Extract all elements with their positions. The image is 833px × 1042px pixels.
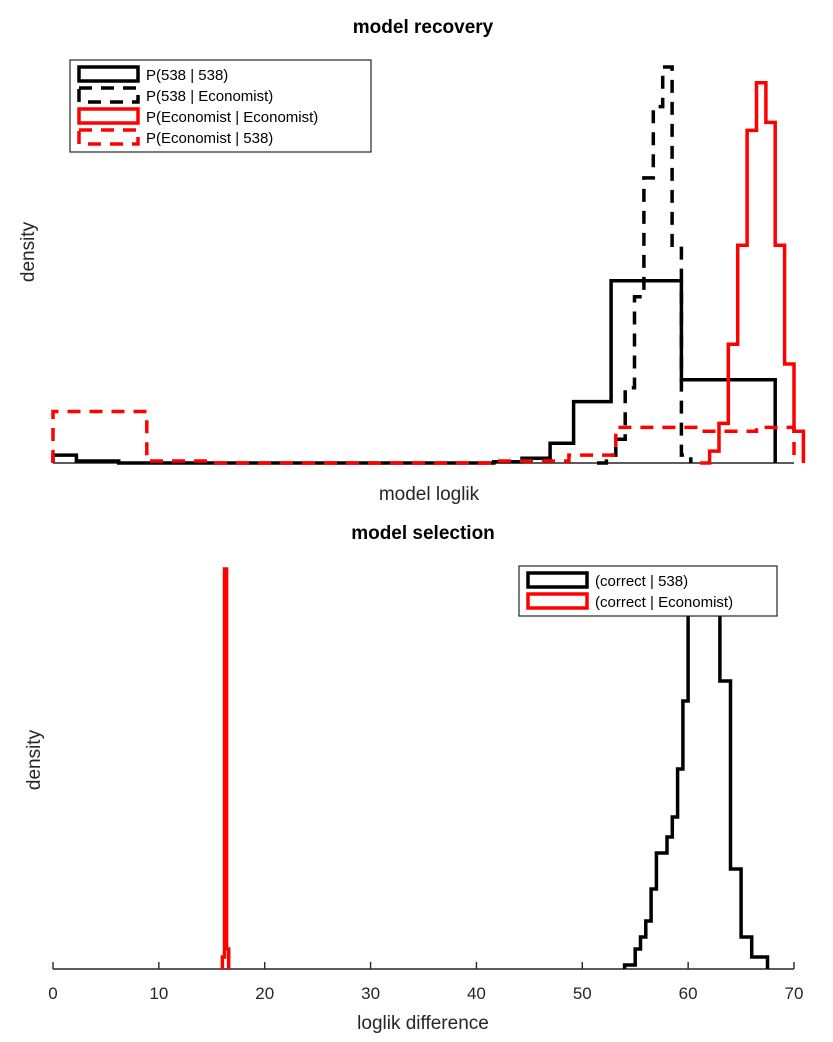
legend-label: P(538 | Economist): [146, 88, 273, 105]
x-tick-label: 20: [255, 984, 274, 1003]
series-correct-economist: [220, 567, 231, 969]
x-tick-label: 30: [361, 984, 380, 1003]
panel-model-selection: model selection loglik difference densit…: [24, 523, 803, 1034]
chart-title: model recovery: [353, 17, 494, 38]
legend-swatch-p-economist-economist: [77, 107, 140, 125]
legend-swatch-p-538-538: [77, 65, 140, 83]
x-tick-label: 70: [785, 984, 804, 1003]
legend-swatch-correct-538: [526, 571, 589, 589]
series-p-538-economist: [597, 65, 693, 465]
y-axis-label: density: [18, 221, 39, 282]
series-p-economist-538: [51, 409, 796, 465]
legend-label: P(Economist | Economist): [146, 109, 318, 126]
x-axis-label: model loglik: [379, 484, 480, 505]
legend-label: (correct | Economist): [595, 594, 733, 611]
legend-swatch-p-538-economist: [77, 86, 140, 104]
series-p-economist-economist: [700, 81, 806, 465]
legend-swatch-correct-economist: [526, 592, 589, 610]
x-tick-label: 0: [48, 984, 57, 1003]
plot-area: [51, 65, 806, 465]
x-tick-label: 60: [679, 984, 698, 1003]
legend-label: P(538 | 538): [146, 67, 228, 84]
series-correct-538: [622, 579, 770, 969]
panel-model-recovery: model recovery model loglik density P(53…: [18, 17, 806, 505]
legend: (correct | 538) (correct | Economist): [518, 565, 778, 617]
legend: P(538 | 538) P(538 | Economist) P(Economis…: [69, 59, 372, 153]
x-ticks: 0 10 20 30 40 50 60 70: [48, 962, 803, 1003]
x-tick-label: 40: [467, 984, 486, 1003]
x-tick-label: 50: [573, 984, 592, 1003]
y-axis-label: density: [24, 729, 45, 790]
series-p-538-538: [51, 279, 777, 465]
x-axis-label: loglik difference: [357, 1013, 489, 1034]
plot-area: [220, 567, 770, 969]
chart-title: model selection: [351, 523, 495, 544]
legend-label: P(Economist | 538): [146, 130, 273, 147]
legend-label: (correct | 538): [595, 573, 688, 590]
legend-swatch-p-economist-538: [77, 128, 140, 146]
x-tick-label: 10: [149, 984, 168, 1003]
legend-box: [69, 59, 372, 153]
